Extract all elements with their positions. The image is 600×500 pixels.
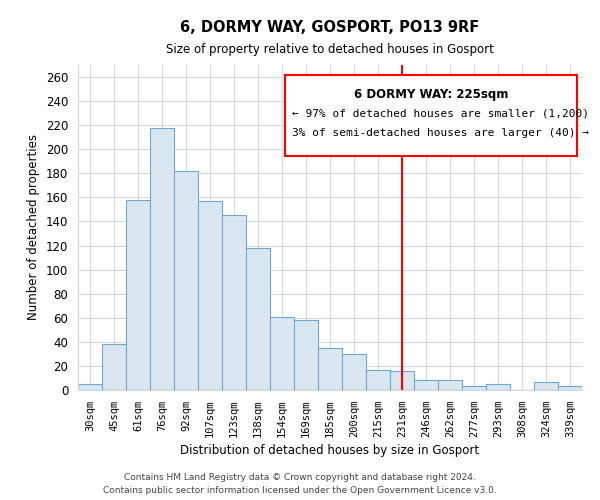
Bar [390,370,414,390]
Bar [462,386,486,390]
Y-axis label: Number of detached properties: Number of detached properties [28,134,40,320]
Bar [486,384,510,390]
Bar [78,384,102,390]
Text: ← 97% of detached houses are smaller (1,200): ← 97% of detached houses are smaller (1,… [292,109,589,119]
Bar [366,370,390,390]
FancyBboxPatch shape [284,74,577,156]
Bar [342,354,366,390]
Text: 6 DORMY WAY: 225sqm: 6 DORMY WAY: 225sqm [353,88,508,101]
Bar [438,380,462,390]
Bar [174,171,198,390]
Text: 6, DORMY WAY, GOSPORT, PO13 9RF: 6, DORMY WAY, GOSPORT, PO13 9RF [181,20,479,35]
Bar [198,201,222,390]
Text: Contains HM Land Registry data © Crown copyright and database right 2024.
Contai: Contains HM Land Registry data © Crown c… [103,473,497,495]
Bar [246,248,270,390]
Bar [534,382,558,390]
Bar [294,320,318,390]
Bar [150,128,174,390]
Bar [270,316,294,390]
Bar [558,386,582,390]
Bar [414,380,438,390]
Bar [126,200,150,390]
Bar [102,344,126,390]
Bar [318,348,342,390]
Text: Size of property relative to detached houses in Gosport: Size of property relative to detached ho… [166,42,494,56]
X-axis label: Distribution of detached houses by size in Gosport: Distribution of detached houses by size … [181,444,479,457]
Bar [222,216,246,390]
Text: 3% of semi-detached houses are larger (40) →: 3% of semi-detached houses are larger (4… [292,128,589,138]
